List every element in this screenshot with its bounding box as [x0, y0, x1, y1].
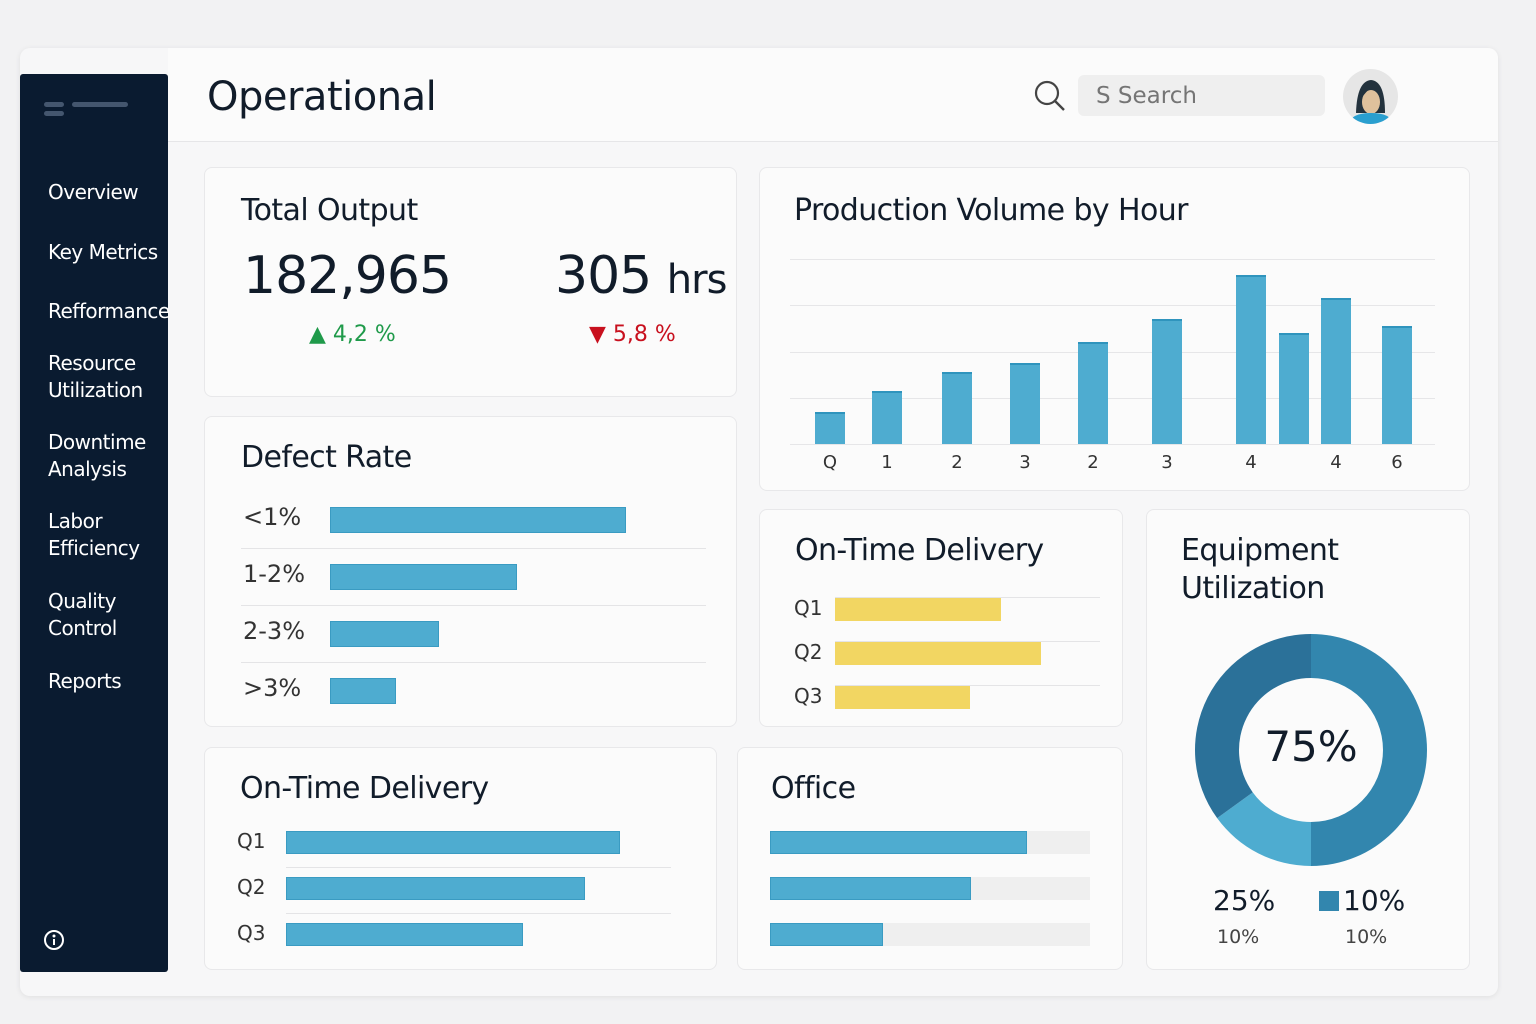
arrow-down-icon: ▼: [589, 322, 613, 347]
defect-bar: [330, 564, 518, 590]
divider: [835, 685, 1100, 686]
defect-rate-card: Defect Rate <1% 1-2% 2-3% >3%: [204, 416, 737, 727]
divider: [835, 641, 1100, 642]
gridline: [790, 397, 1435, 399]
delivery-bar: [835, 642, 1041, 665]
donut-chart: [1195, 634, 1427, 866]
x-tick-label: 6: [1391, 452, 1403, 473]
sidebar-item-key-metrics[interactable]: Key Metrics: [48, 240, 158, 264]
divider: [241, 548, 706, 549]
sidebar-item-performance[interactable]: Refformance: [48, 299, 170, 323]
x-tick-label: 3: [1019, 452, 1031, 473]
card-title: Equipment Utilization: [1181, 533, 1339, 606]
sidebar-item-downtime-analysis[interactable]: Downtime Analysis: [48, 430, 146, 481]
delivery-bar: [835, 686, 971, 709]
legend-sub-2: 10%: [1345, 926, 1388, 948]
office-bar: [770, 877, 971, 900]
row-label: 2-3%: [243, 617, 306, 645]
x-tick-label: 2: [951, 452, 963, 473]
row-label: Q3: [237, 921, 266, 945]
production-volume-card: Production Volume by Hour Q 1 2 3 2 3 4 4 6: [759, 167, 1470, 491]
card-title: On-Time Delivery: [240, 771, 489, 806]
on-time-delivery-large-card: On-Time Delivery Q1 Q2 Q3: [204, 747, 717, 970]
sidebar-item-resource-utilization[interactable]: Resource Utilization: [48, 351, 143, 402]
sidebar-item-overview[interactable]: Overview: [48, 180, 139, 204]
x-tick-label: 4: [1245, 452, 1257, 473]
donut-segment: [1217, 792, 1311, 866]
card-title: Total Output: [241, 193, 418, 228]
equipment-utilization-card: Equipment Utilization 75% 25% 10% 10% 10…: [1146, 509, 1470, 970]
gridline: [790, 305, 1435, 307]
divider: [241, 662, 706, 663]
chart-title: Production Volume by Hour: [794, 193, 1188, 228]
search-icon[interactable]: [1034, 80, 1066, 112]
office-bar: [770, 923, 883, 946]
row-label: Q3: [794, 684, 823, 708]
row-label: Q1: [237, 829, 266, 853]
chart-bar: [1382, 326, 1412, 444]
arrow-up-icon: ▲: [309, 322, 333, 347]
sidebar-item-labor-efficiency[interactable]: Labor Efficiency: [48, 509, 140, 560]
page-title: Operational: [207, 74, 437, 120]
chart-bar: [872, 390, 902, 444]
legend-value-1: 25%: [1213, 884, 1276, 917]
defect-bar: [330, 621, 440, 647]
hours-value: 305 hrs: [555, 246, 727, 306]
divider: [835, 597, 1100, 598]
x-tick-label: 2: [1087, 452, 1099, 473]
delivery-bar: [286, 831, 620, 854]
donut-segment: [1311, 634, 1427, 866]
sidebar-item-quality-control[interactable]: Quality Control: [48, 589, 117, 640]
x-tick-label: 4: [1330, 452, 1342, 473]
on-time-delivery-card: On-Time Delivery Q1 Q2 Q3: [759, 509, 1123, 727]
card-title: Defect Rate: [241, 440, 412, 475]
defect-bar: [330, 507, 627, 533]
avatar[interactable]: [1343, 69, 1398, 124]
row-label: >3%: [243, 674, 302, 702]
divider: [286, 867, 671, 868]
chart-bar: [1152, 319, 1182, 444]
info-icon[interactable]: [43, 929, 65, 951]
chart-bar: [1010, 363, 1040, 444]
legend-swatch: [1319, 891, 1339, 911]
sidebar: Overview Key Metrics Refformance Resourc…: [20, 74, 170, 972]
delivery-bar: [286, 877, 585, 900]
office-bar: [770, 831, 1028, 854]
chart-bar: [1279, 333, 1309, 444]
chart-bar: [1236, 275, 1266, 444]
gridline: [790, 351, 1435, 353]
card-title: Office: [771, 771, 856, 806]
hours-delta: ▼ 5,8 %: [589, 322, 676, 347]
chart-bar: [1078, 342, 1108, 444]
x-tick-label: 3: [1161, 452, 1173, 473]
search-input[interactable]: [1078, 75, 1325, 116]
office-card: Office: [737, 747, 1123, 970]
sidebar-item-reports[interactable]: Reports: [48, 669, 122, 693]
total-output-card: Total Output 182,965 ▲ 4,2 % 305 hrs ▼ 5…: [204, 167, 737, 397]
divider: [241, 605, 706, 606]
chart-bar: [815, 411, 845, 444]
card-title: On-Time Delivery: [795, 533, 1044, 568]
donut-segment: [1195, 634, 1311, 819]
chart-bar: [942, 372, 972, 444]
delivery-bar: [835, 598, 1001, 621]
gridline: [790, 259, 1435, 260]
row-label: Q2: [794, 640, 823, 664]
defect-bar: [330, 678, 397, 704]
total-output-value: 182,965: [243, 246, 452, 306]
row-label: <1%: [243, 503, 302, 531]
row-label: 1-2%: [243, 560, 306, 588]
x-tick-label: Q: [822, 452, 838, 473]
x-tick-label: 1: [881, 452, 893, 473]
delivery-bar: [286, 923, 523, 946]
legend-sub-1: 10%: [1217, 926, 1260, 948]
output-delta: ▲ 4,2 %: [309, 322, 396, 347]
legend-value-2: 10%: [1343, 884, 1406, 917]
divider: [286, 913, 671, 914]
gridline: [790, 444, 1435, 445]
row-label: Q2: [237, 875, 266, 899]
chart-bar: [1321, 298, 1351, 444]
donut-center-value: 75%: [1264, 722, 1358, 771]
row-label: Q1: [794, 596, 823, 620]
